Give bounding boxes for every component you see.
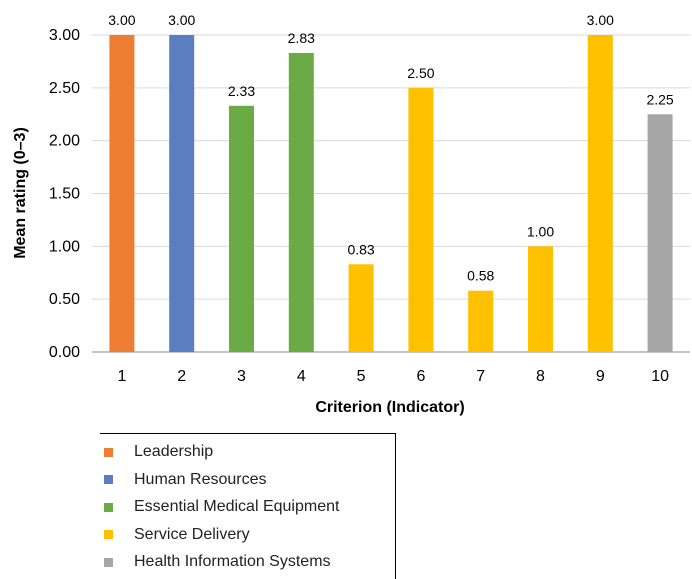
legend-swatch <box>104 475 113 484</box>
bar <box>647 114 673 352</box>
bar <box>229 105 254 353</box>
bar <box>348 264 374 352</box>
bars <box>109 35 673 353</box>
data-label: 3.00 <box>108 12 135 28</box>
x-tick-label: 7 <box>476 368 485 385</box>
y-tick-label: 0.50 <box>49 291 80 308</box>
data-label: 2.25 <box>646 91 673 107</box>
y-tick-label: 3.00 <box>49 27 80 44</box>
data-label: 2.33 <box>228 83 255 99</box>
x-tick-label: 2 <box>177 368 186 385</box>
x-tick-label: 8 <box>536 368 545 385</box>
legend-item: Leadership <box>100 441 213 463</box>
legend-label: Leadership <box>134 443 214 460</box>
x-tick-label: 4 <box>297 368 306 385</box>
x-tick-label: 5 <box>357 368 366 385</box>
legend-swatch <box>104 557 113 567</box>
x-tick-label: 1 <box>117 368 126 385</box>
bar <box>468 290 494 352</box>
bar <box>587 35 613 352</box>
x-axis-ticks: 1 2 3 4 5 6 7 8 9 10 <box>117 368 669 385</box>
data-label: 2.83 <box>288 30 315 46</box>
legend-swatch <box>104 447 113 457</box>
legend-item: Essential Medical Equipment <box>100 496 339 518</box>
y-tick-label: 2.50 <box>49 80 80 97</box>
data-label: 2.50 <box>407 65 434 81</box>
data-label: 0.58 <box>467 268 494 284</box>
bar <box>288 52 314 353</box>
legend-label: Human Resources <box>134 470 267 488</box>
data-label: 0.83 <box>347 241 374 257</box>
legend-swatch <box>104 530 113 539</box>
legend-label: Essential Medical Equipment <box>134 498 340 515</box>
x-tick-label: 6 <box>416 368 425 385</box>
bar <box>528 246 553 352</box>
legend-swatch <box>104 502 113 512</box>
x-tick-label: 10 <box>651 368 669 385</box>
y-tick-label: 1.50 <box>49 186 80 203</box>
bar <box>109 35 135 352</box>
legend-item: Service Delivery <box>100 524 250 546</box>
y-tick-label: 2.00 <box>49 133 80 150</box>
data-label: 3.00 <box>168 12 195 28</box>
bar <box>169 35 195 352</box>
x-axis-title: Criterion (Indicator) <box>315 399 464 416</box>
legend-label: Health Information Systems <box>134 553 331 570</box>
y-axis-ticks: 0.00 0.50 1.00 1.50 2.00 2.50 3.00 <box>49 27 80 361</box>
y-axis-title: Mean rating (0–3) <box>12 127 29 259</box>
y-tick-label: 0.00 <box>49 344 80 361</box>
legend-item: Health Information Systems <box>100 551 331 573</box>
legend: Leadership Human Resources Essential Medic… <box>100 433 396 579</box>
legend-item: Human Resources <box>100 469 267 491</box>
data-labels: 3.00 3.00 2.33 2.83 0.83 2.50 0.58 1.00 3.00 2.25 <box>108 12 674 284</box>
x-tick-label: 9 <box>596 368 605 385</box>
bar <box>408 87 434 352</box>
y-tick-label: 1.00 <box>49 238 80 255</box>
legend-label: Service Delivery <box>134 525 250 543</box>
x-tick-label: 3 <box>237 368 246 385</box>
data-label: 3.00 <box>587 12 614 28</box>
data-label: 1.00 <box>527 223 554 239</box>
bar-chart: 3.00 3.00 2.33 2.83 0.83 2.50 0.58 1.00 3.00 2.25… <box>12 12 690 416</box>
